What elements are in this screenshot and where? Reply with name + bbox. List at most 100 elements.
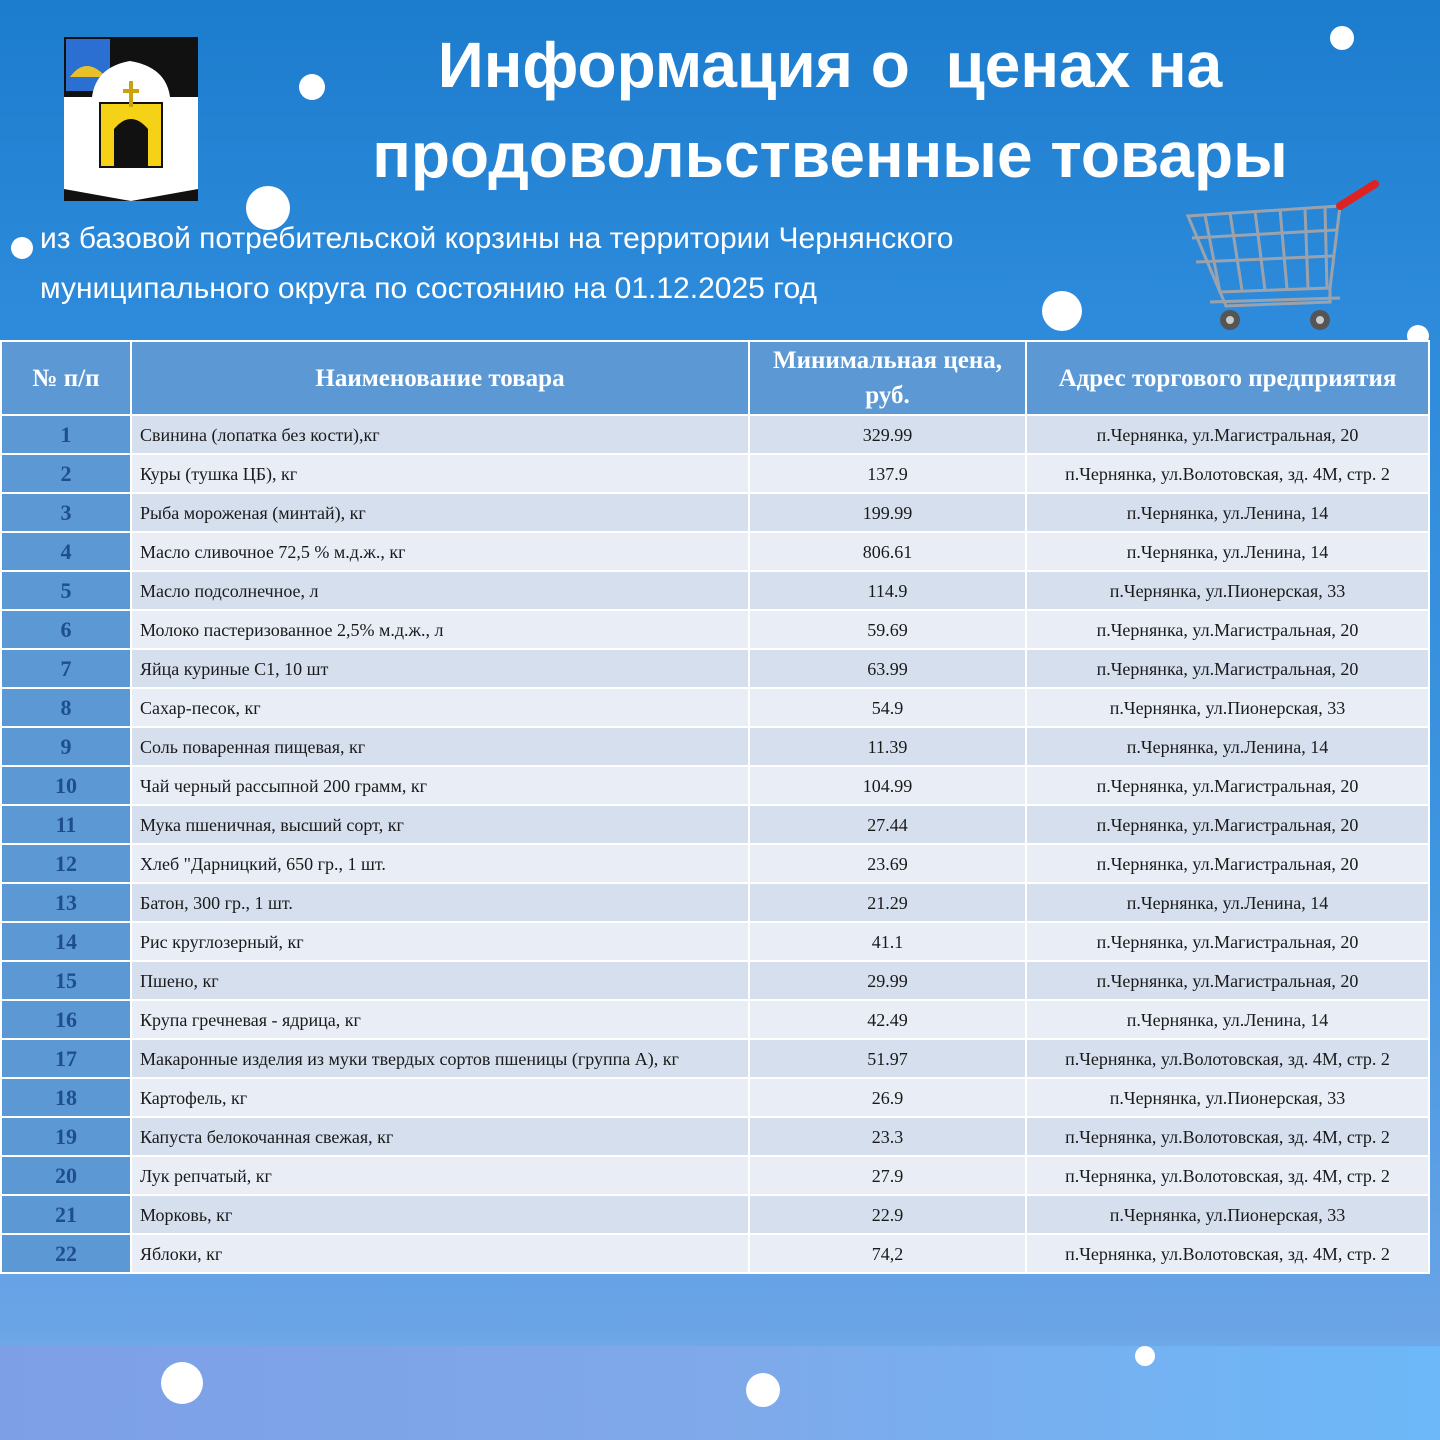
product-name: Пшено, кг [130,960,750,1001]
row-number: 15 [0,960,132,1001]
title-line: Информация о ценах на [437,29,1223,101]
min-price: 806.61 [748,531,1027,572]
min-price: 27.44 [748,804,1027,845]
store-address: п.Чернянка, ул.Пионерская, 33 [1025,1077,1430,1118]
table-row: 17 Макаронные изделия из муки твердых сор… [0,1038,1430,1079]
table-row: 14 Рис круглозерный, кг 41.1 п.Чернянка, ул… [0,921,1430,962]
row-number: 20 [0,1155,132,1196]
store-address: п.Чернянка, ул.Магистральная, 20 [1025,804,1430,845]
min-price: 51.97 [748,1038,1027,1079]
product-name: Морковь, кг [130,1194,750,1235]
column-header: Адрес торгового предприятия [1025,340,1430,416]
min-price: 114.9 [748,570,1027,611]
product-name: Масло сливочное 72,5 % м.д.ж., кг [130,531,750,572]
min-price: 26.9 [748,1077,1027,1118]
min-price: 27.9 [748,1155,1027,1196]
table-row: 15 Пшено, кг 29.99 п.Чернянка, ул.Магистрал… [0,960,1430,1001]
store-address: п.Чернянка, ул.Магистральная, 20 [1025,765,1430,806]
snow-dot [1135,1346,1155,1366]
shopping-cart-icon [1185,180,1379,330]
product-name: Сахар-песок, кг [130,687,750,728]
row-number: 3 [0,492,132,533]
subtitle-line: муниципального округа по состоянию на 01… [40,272,817,305]
snow-dot [161,1362,203,1404]
min-price: 329.99 [748,414,1027,455]
store-address: п.Чернянка, ул.Магистральная, 20 [1025,843,1430,884]
product-name: Рыба мороженая (минтай), кг [130,492,750,533]
table-row: 9 Соль поваренная пищевая, кг 11.39 п.Черня… [0,726,1430,767]
store-address: п.Чернянка, ул.Пионерская, 33 [1025,687,1430,728]
table-row: 7 Яйца куриные С1, 10 шт 63.99 п.Чернянка, … [0,648,1430,689]
table-row: 12 Хлеб "Дарницкий, 650 гр., 1 шт. 23.69 п.… [0,843,1430,884]
row-number: 5 [0,570,132,611]
header-row: № п/п Наименование товара Минимальная це… [0,340,1430,416]
snow-dot [1330,26,1354,50]
subtitle-line: из базовой потребительской корзины на те… [40,222,954,255]
min-price: 63.99 [748,648,1027,689]
min-price: 199.99 [748,492,1027,533]
store-address: п.Чернянка, ул.Ленина, 14 [1025,882,1430,923]
table-row: 8 Сахар-песок, кг 54.9 п.Чернянка, ул.Пионе… [0,687,1430,728]
min-price: 104.99 [748,765,1027,806]
row-number: 21 [0,1194,132,1235]
min-price: 54.9 [748,687,1027,728]
row-number: 11 [0,804,132,845]
title-line: продовольственные товары [372,119,1288,191]
store-address: п.Чернянка, ул.Ленина, 14 [1025,999,1430,1040]
snow-dot [746,1373,780,1407]
store-address: п.Чернянка, ул.Магистральная, 20 [1025,921,1430,962]
min-price: 22.9 [748,1194,1027,1235]
product-name: Куры (тушка ЦБ), кг [130,453,750,494]
table-row: 16 Крупа гречневая - ядрица, кг 42.49 п.Чер… [0,999,1430,1040]
product-name: Рис круглозерный, кг [130,921,750,962]
row-number: 17 [0,1038,132,1079]
footer-band [0,1346,1440,1440]
table-row: 3 Рыба мороженая (минтай), кг 199.99 п.Черн… [0,492,1430,533]
row-number: 2 [0,453,132,494]
min-price: 41.1 [748,921,1027,962]
column-header: Минимальная цена, руб. [748,340,1027,416]
product-name: Соль поваренная пищевая, кг [130,726,750,767]
table-row: 18 Картофель, кг 26.9 п.Чернянка, ул.Пионер… [0,1077,1430,1118]
row-number: 1 [0,414,132,455]
product-name: Масло подсолнечное, л [130,570,750,611]
table-row: 11 Мука пшеничная, высший сорт, кг 27.44 п.… [0,804,1430,845]
table-row: 19 Капуста белокочанная свежая, кг 23.3 п.Ч… [0,1116,1430,1157]
product-name: Свинина (лопатка без кости),кг [130,414,750,455]
table-row: 13 Батон, 300 гр., 1 шт. 21.29 п.Чернянка, … [0,882,1430,923]
column-header: № п/п [0,340,132,416]
table-row: 2 Куры (тушка ЦБ), кг 137.9 п.Чернянка, ул.… [0,453,1430,494]
snow-dot [11,237,33,259]
store-address: п.Чернянка, ул.Ленина, 14 [1025,531,1430,572]
min-price: 59.69 [748,609,1027,650]
store-address: п.Чернянка, ул.Магистральная, 20 [1025,609,1430,650]
product-name: Хлеб "Дарницкий, 650 гр., 1 шт. [130,843,750,884]
product-name: Молоко пастеризованное 2,5% м.д.ж., л [130,609,750,650]
row-number: 8 [0,687,132,728]
store-address: п.Чернянка, ул.Ленина, 14 [1025,492,1430,533]
min-price: 23.69 [748,843,1027,884]
min-price: 74,2 [748,1233,1027,1274]
table-row: 10 Чай черный рассыпной 200 грамм, кг 104.… [0,765,1430,806]
store-address: п.Чернянка, ул.Пионерская, 33 [1025,1194,1430,1235]
min-price: 11.39 [748,726,1027,767]
product-name: Мука пшеничная, высший сорт, кг [130,804,750,845]
min-price: 42.49 [748,999,1027,1040]
snow-dot [246,186,290,230]
table-body: 1 Свинина (лопатка без кости),кг 329.99 п.Ч… [0,414,1430,1274]
table-row: 1 Свинина (лопатка без кости),кг 329.99 п.Ч… [0,414,1430,455]
store-address: п.Чернянка, ул.Волотовская, зд. 4М, стр.… [1025,1233,1430,1274]
snow-dot [1042,291,1082,331]
table-row: 22 Яблоки, кг 74,2 п.Чернянка, ул.Волотовск… [0,1233,1430,1274]
product-name: Батон, 300 гр., 1 шт. [130,882,750,923]
row-number: 19 [0,1116,132,1157]
table-row: 20 Лук репчатый, кг 27.9 п.Чернянка, ул.Вол… [0,1155,1430,1196]
store-address: п.Чернянка, ул.Магистральная, 20 [1025,960,1430,1001]
row-number: 7 [0,648,132,689]
row-number: 6 [0,609,132,650]
min-price: 29.99 [748,960,1027,1001]
table-row: 21 Морковь, кг 22.9 п.Чернянка, ул.Пионерск… [0,1194,1430,1235]
product-name: Лук репчатый, кг [130,1155,750,1196]
table-row: 4 Масло сливочное 72,5 % м.д.ж., кг 806.61… [0,531,1430,572]
row-number: 4 [0,531,132,572]
